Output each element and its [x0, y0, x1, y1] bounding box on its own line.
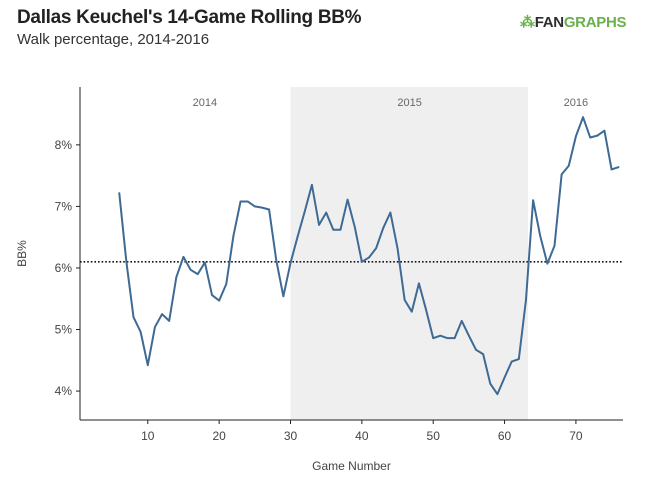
- y-tick-label: 4%: [55, 384, 73, 398]
- data-point: [353, 225, 356, 228]
- data-point: [389, 211, 392, 214]
- data-point: [182, 256, 185, 258]
- data-point: [496, 393, 499, 395]
- y-axis-label: BB%: [15, 240, 29, 267]
- y-tick-label: 7%: [55, 199, 73, 213]
- data-point: [510, 360, 513, 363]
- data-point: [154, 326, 156, 328]
- x-axis-label: Game Number: [312, 459, 391, 473]
- logo-text-b: GRAPHS: [563, 14, 627, 31]
- data-point: [603, 129, 606, 132]
- data-point: [246, 200, 249, 203]
- x-tick-label: 30: [284, 429, 298, 443]
- x-tick-label: 60: [498, 429, 512, 443]
- data-point: [239, 200, 242, 203]
- data-point: [368, 256, 370, 259]
- data-point: [582, 116, 584, 118]
- data-point: [553, 245, 556, 247]
- season-label-2014: 2014: [193, 97, 217, 109]
- data-point: [482, 353, 484, 355]
- data-point: [282, 295, 285, 298]
- data-point: [146, 364, 149, 367]
- shaded-region-2015: [290, 87, 529, 420]
- y-tick-label: 6%: [55, 261, 73, 275]
- data-point: [525, 299, 527, 301]
- data-point: [575, 135, 577, 138]
- data-point: [232, 235, 235, 237]
- data-point: [396, 247, 399, 250]
- chart-title: Dallas Keuchel's 14-Game Rolling BB%: [17, 7, 362, 28]
- data-point: [432, 337, 434, 339]
- data-point: [168, 320, 170, 322]
- logo-text-a: FAN: [534, 14, 564, 31]
- data-point: [489, 382, 492, 385]
- y-tick-label: 8%: [55, 138, 73, 152]
- data-point: [610, 168, 613, 171]
- data-point: [339, 229, 342, 231]
- season-label-2015: 2015: [397, 97, 421, 109]
- data-point: [139, 331, 142, 333]
- data-point: [410, 310, 413, 313]
- x-tick-label: 10: [141, 429, 155, 443]
- data-point: [403, 299, 406, 301]
- data-point: [346, 198, 349, 201]
- data-point: [418, 282, 420, 285]
- data-point: [382, 227, 385, 229]
- data-point: [503, 376, 506, 379]
- data-point: [211, 294, 213, 296]
- x-tick-label: 70: [569, 429, 583, 443]
- data-point: [196, 273, 199, 275]
- data-point: [132, 316, 135, 319]
- x-tick-label: 40: [355, 429, 369, 443]
- logo-icon: ⁂: [520, 14, 535, 31]
- data-point: [311, 184, 313, 186]
- x-tick-label: 20: [212, 429, 226, 443]
- data-point: [425, 309, 427, 311]
- data-point: [468, 334, 470, 337]
- data-point: [261, 206, 263, 209]
- data-point: [225, 283, 228, 285]
- data-point: [218, 299, 220, 302]
- data-point: [161, 313, 163, 315]
- data-point: [596, 134, 599, 137]
- data-point: [296, 235, 299, 238]
- data-point: [361, 261, 363, 263]
- data-point: [204, 261, 206, 264]
- season-label-2016: 2016: [564, 97, 588, 109]
- data-point: [125, 261, 128, 263]
- data-point: [332, 229, 335, 231]
- data-point: [254, 205, 256, 208]
- data-point: [567, 164, 570, 167]
- data-point: [439, 334, 442, 337]
- data-point: [325, 211, 327, 214]
- data-point: [518, 358, 520, 360]
- data-point: [589, 136, 591, 139]
- data-point: [318, 224, 320, 226]
- data-point: [617, 166, 620, 168]
- data-point: [289, 262, 292, 264]
- data-point: [546, 262, 549, 265]
- data-point: [560, 173, 563, 176]
- data-point: [175, 276, 178, 278]
- chart-subtitle: Walk percentage, 2014-2016: [17, 31, 210, 48]
- data-point: [453, 337, 456, 339]
- data-point: [118, 192, 121, 194]
- data-point: [532, 199, 534, 202]
- y-tick-label: 5%: [55, 323, 73, 337]
- data-point: [303, 210, 306, 213]
- data-point: [460, 320, 463, 322]
- fangraphs-logo: ⁂FANGRAPHS: [520, 13, 626, 31]
- data-point: [446, 337, 449, 339]
- data-point: [375, 247, 377, 250]
- data-point: [475, 349, 477, 351]
- data-point: [275, 259, 278, 261]
- x-tick-label: 50: [427, 429, 441, 443]
- data-point: [268, 208, 270, 211]
- data-point: [189, 269, 192, 271]
- data-point: [539, 235, 542, 237]
